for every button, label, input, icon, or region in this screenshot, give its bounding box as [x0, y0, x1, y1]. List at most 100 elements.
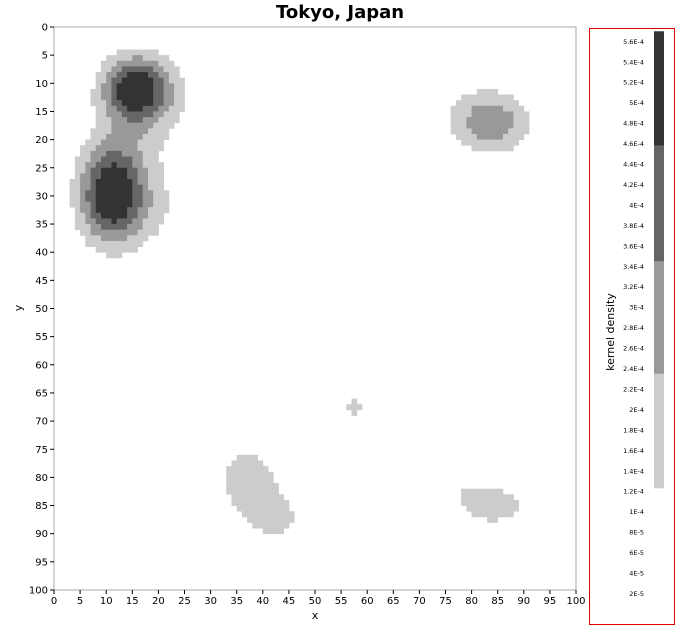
- density-cell: [95, 167, 102, 174]
- density-cell: [153, 173, 159, 180]
- density-cell: [116, 167, 123, 174]
- density-cell: [487, 145, 493, 152]
- density-cell: [80, 201, 86, 208]
- density-cell: [85, 156, 91, 163]
- density-cell: [163, 201, 170, 208]
- density-cell: [487, 122, 493, 129]
- density-cell: [252, 471, 258, 478]
- density-cell: [100, 105, 107, 112]
- density-cell: [111, 224, 118, 231]
- density-cell: [147, 72, 154, 79]
- density-cell: [142, 201, 149, 208]
- density-cell: [85, 145, 91, 152]
- density-cell: [90, 190, 97, 197]
- density-cell: [174, 88, 180, 95]
- density-cell: [147, 173, 154, 180]
- density-cell: [497, 111, 504, 118]
- density-cell: [158, 145, 165, 152]
- density-cell: [257, 460, 264, 467]
- density-cell: [466, 499, 472, 506]
- density-cell: [158, 105, 165, 112]
- density-cell: [80, 156, 86, 163]
- density-cell: [74, 201, 81, 208]
- density-cell: [158, 111, 165, 118]
- colorbar-tick-label: 3.4E-4: [623, 263, 644, 271]
- density-cell: [236, 466, 243, 473]
- density-cell: [482, 133, 488, 140]
- density-cell: [461, 494, 467, 501]
- density-cell: [241, 505, 248, 512]
- y-tick-label: 40: [35, 248, 48, 259]
- density-cell: [476, 139, 483, 146]
- density-cell: [482, 88, 488, 95]
- density-cell: [158, 66, 165, 73]
- density-cell: [116, 111, 123, 118]
- x-tick-label: 80: [465, 596, 478, 607]
- density-cell: [85, 218, 91, 225]
- density-cell: [90, 184, 97, 191]
- density-cell: [231, 460, 238, 467]
- colorbar-tick-label: 3E-4: [629, 304, 644, 312]
- x-tick-label: 70: [413, 596, 426, 607]
- density-cell: [137, 173, 144, 180]
- density-cell: [168, 122, 175, 129]
- density-cell: [142, 190, 149, 197]
- density-cell: [116, 190, 123, 197]
- density-cell: [476, 88, 483, 95]
- density-cell: [137, 218, 144, 225]
- density-cell: [502, 511, 509, 518]
- density-cell: [273, 511, 279, 518]
- density-cell: [147, 190, 154, 197]
- density-cell: [153, 179, 159, 186]
- density-cell: [153, 145, 159, 152]
- x-tick-label: 20: [152, 596, 165, 607]
- density-cell: [100, 184, 107, 191]
- density-cell: [142, 150, 149, 157]
- density-cell: [106, 117, 112, 124]
- density-cell: [158, 55, 165, 62]
- density-cell: [466, 117, 472, 124]
- density-cell: [142, 122, 149, 129]
- density-cell: [455, 111, 462, 118]
- density-cell: [158, 77, 165, 84]
- density-cell: [241, 460, 248, 467]
- density-cell: [482, 100, 488, 107]
- density-cell: [80, 195, 86, 202]
- density-cell: [132, 212, 138, 219]
- density-cell: [111, 195, 118, 202]
- density-cell: [497, 100, 504, 107]
- density-cell: [121, 218, 128, 225]
- density-cell: [100, 133, 107, 140]
- density-cell: [147, 229, 154, 236]
- density-cell: [116, 133, 123, 140]
- density-cell: [466, 494, 472, 501]
- density-cell: [174, 100, 180, 107]
- density-cell: [351, 398, 358, 405]
- density-cell: [147, 88, 154, 95]
- density-cell: [147, 60, 154, 67]
- density-cell: [471, 139, 478, 146]
- density-cell: [476, 100, 483, 107]
- density-cell: [241, 494, 248, 501]
- density-cell: [487, 88, 493, 95]
- density-cell: [466, 105, 472, 112]
- density-cell: [153, 167, 159, 174]
- density-cell: [116, 173, 123, 180]
- density-cell: [273, 528, 279, 535]
- density-cell: [476, 117, 483, 124]
- density-cell: [257, 466, 264, 473]
- density-cell: [278, 505, 285, 512]
- density-cell: [85, 240, 91, 247]
- density-cell: [137, 190, 144, 197]
- density-cell: [137, 212, 144, 219]
- density-cell: [127, 49, 133, 56]
- density-cell: [174, 77, 180, 84]
- density-cell: [502, 139, 509, 146]
- density-cell: [476, 111, 483, 118]
- density-cell: [127, 133, 133, 140]
- density-cell: [247, 505, 253, 512]
- density-cell: [106, 246, 112, 253]
- density-cell: [106, 100, 112, 107]
- density-cell: [111, 167, 118, 174]
- density-cell: [142, 195, 149, 202]
